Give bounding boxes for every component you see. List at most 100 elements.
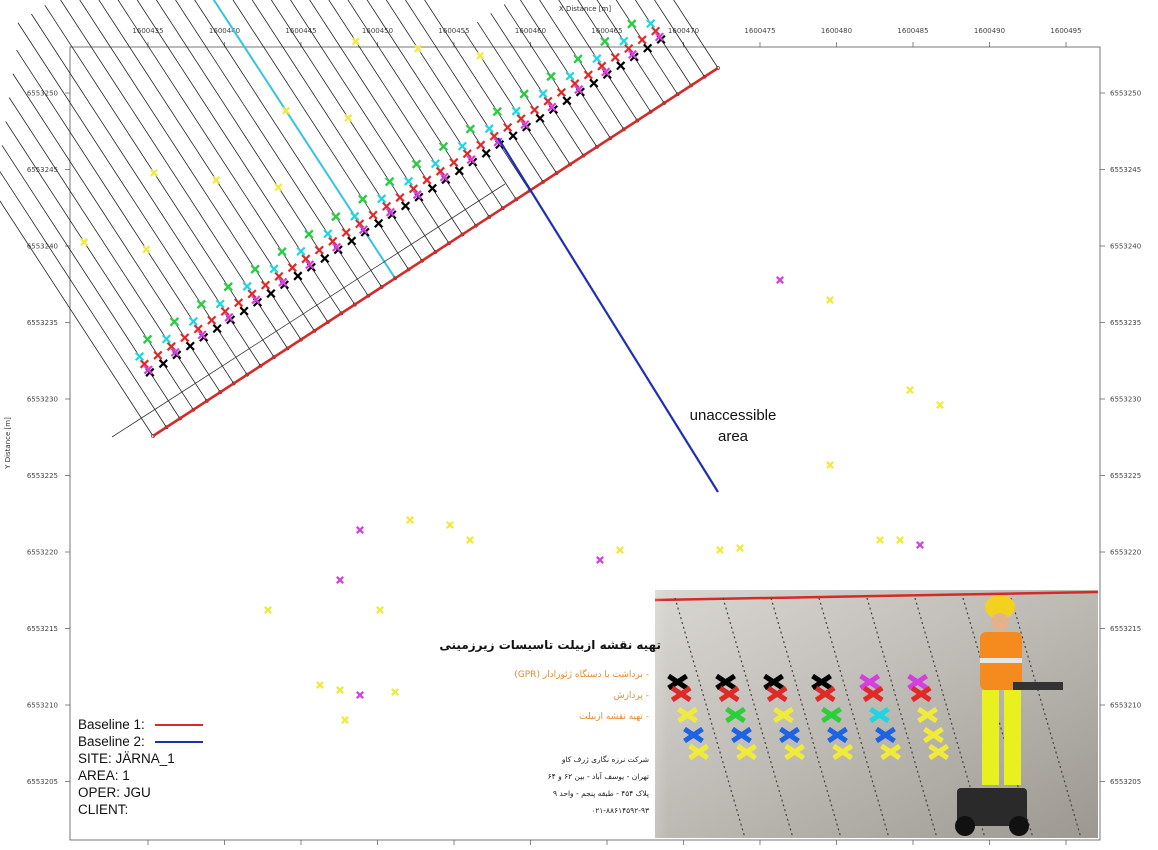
profile-line [309, 0, 463, 235]
y-tick-label-right: 6553250 [1110, 90, 1141, 98]
profile-line [1, 145, 181, 419]
y-tick-label: 6553220 [27, 549, 58, 557]
utility-marker [374, 218, 384, 229]
utility-marker [616, 61, 626, 71]
utility-marker [776, 276, 784, 284]
utility-marker [430, 159, 441, 169]
utility-marker [573, 54, 583, 64]
y-tick-label-right: 6553215 [1110, 625, 1141, 633]
utility-marker [484, 124, 494, 134]
photo-marker [731, 726, 752, 744]
x-tick-label: 1600455 [438, 27, 469, 35]
baseline-2-line [497, 137, 719, 493]
profile-line [673, 0, 719, 69]
utility-marker [212, 176, 221, 185]
legend-client: CLIENT: [78, 802, 129, 817]
utility-marker [351, 37, 360, 46]
utility-marker [139, 359, 150, 369]
photo-marker [667, 673, 688, 691]
utility-marker [350, 211, 360, 221]
utility-marker [538, 89, 548, 99]
utility-marker [826, 461, 834, 469]
photo-marker [923, 726, 944, 744]
photo-marker [917, 706, 938, 724]
promo-bullet-2: - پردازش [613, 691, 649, 701]
y-tick-label: 6553245 [27, 166, 58, 174]
utility-marker [654, 32, 665, 42]
utility-marker [493, 137, 503, 147]
utility-marker [134, 351, 145, 362]
utility-marker [166, 341, 176, 352]
utility-marker [646, 18, 656, 29]
photo-marker [677, 706, 698, 724]
photo-line [674, 597, 746, 838]
y-tick-label: 6553205 [27, 778, 58, 786]
legend: Baseline 1: Baseline 2: SITE: JÄRNA_1 AR… [78, 716, 278, 818]
photo-marker [827, 726, 848, 744]
company-address-2: پلاک ۴۵۴ - طبقه پنجم - واحد ۹ [552, 789, 649, 798]
legend-baseline-2-swatch [154, 741, 203, 744]
utility-marker [242, 281, 252, 291]
utility-marker [170, 347, 180, 357]
utility-marker [520, 119, 530, 130]
profile-line [98, 0, 315, 332]
utility-marker [457, 141, 467, 151]
photo-marker [683, 726, 704, 744]
y-axis-ticks: 6553250 6553250 6553245 6553245 6553240 65532… [27, 90, 1141, 787]
photo-marker [811, 673, 832, 691]
utility-marker [412, 190, 422, 200]
utility-marker [627, 19, 637, 29]
photo-marker [875, 726, 896, 744]
company-address-1: تهران - یوسف آباد - بین ۶۲ و ۶۴ [547, 772, 649, 781]
profile-line [654, 0, 705, 77]
utility-marker [596, 556, 604, 564]
utility-marker [446, 521, 454, 529]
utility-marker [454, 166, 464, 176]
utility-marker [547, 102, 557, 112]
utility-marker [305, 260, 315, 270]
y-tick-label-right: 6553230 [1110, 396, 1141, 404]
utility-marker [207, 315, 217, 325]
utility-marker [562, 96, 572, 106]
utility-marker [624, 44, 634, 54]
y-tick-label: 6553215 [27, 625, 58, 633]
utility-marker [341, 716, 349, 724]
utility-marker [610, 52, 620, 62]
utility-marker [385, 207, 395, 217]
utility-marker [438, 141, 449, 152]
y-tick-label-right: 6553225 [1110, 472, 1141, 480]
profile-line [490, 12, 584, 156]
x-tick-label: 1600445 [285, 27, 316, 35]
utility-marker [320, 253, 330, 264]
utility-marker [316, 681, 324, 689]
operator-head [991, 613, 1009, 631]
utility-marker [876, 536, 884, 544]
utility-marker [543, 96, 553, 106]
utility-marker [264, 606, 272, 614]
utility-marker [355, 219, 365, 229]
legend-baseline-2: Baseline 2: [78, 733, 278, 750]
y-tick-label-right: 6553235 [1110, 319, 1141, 327]
y-tick-label: 6553240 [27, 243, 58, 251]
utility-marker [643, 43, 653, 53]
gpr-cart [957, 788, 1027, 826]
utility-marker [341, 228, 351, 238]
y-tick-label: 6553210 [27, 702, 58, 710]
utility-marker [400, 201, 411, 211]
utility-marker [224, 312, 234, 322]
utility-marker [395, 192, 405, 203]
y-axis-title: Y Distance [m] [4, 417, 12, 470]
photo-marker [910, 685, 932, 703]
utility-marker [651, 26, 661, 36]
utility-marker [462, 149, 472, 159]
utility-marker [347, 236, 357, 246]
profile-line [0, 200, 154, 437]
utility-marker [274, 271, 284, 281]
utility-marker [314, 245, 324, 255]
hard-hat-icon [985, 595, 1015, 619]
operator-figure [955, 595, 1063, 836]
x-tick-label: 1600495 [1050, 27, 1081, 35]
profile-line [366, 0, 504, 209]
x-tick-label: 1600440 [209, 27, 240, 35]
y-tick-label-right: 6553240 [1110, 243, 1141, 251]
